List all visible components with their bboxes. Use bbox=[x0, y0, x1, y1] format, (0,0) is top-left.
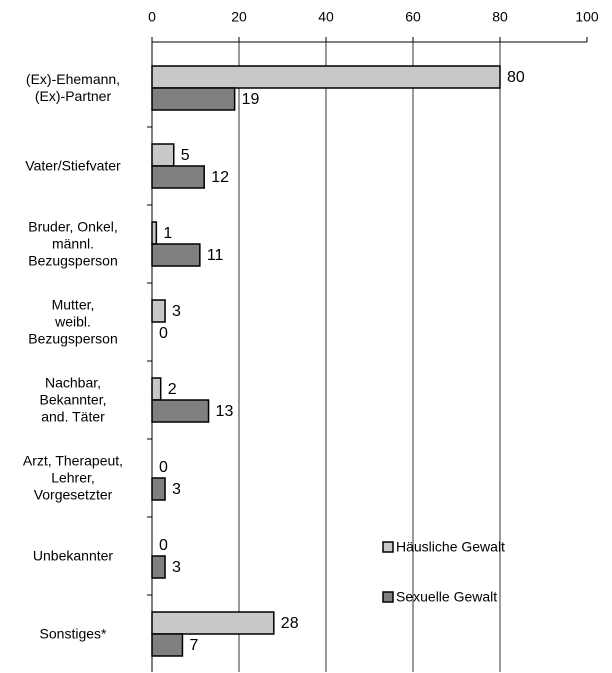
legend-label: Sexuelle Gewalt bbox=[396, 589, 497, 605]
value-label: 19 bbox=[242, 91, 260, 108]
value-label: 0 bbox=[159, 537, 168, 554]
category-label: Bruder, Onkel, männl. Bezugsperson bbox=[28, 218, 118, 269]
value-label: 0 bbox=[159, 459, 168, 476]
bar bbox=[151, 611, 275, 635]
category-label: Nachbar, Bekannter, and. Täter bbox=[39, 374, 107, 425]
bar bbox=[151, 299, 166, 323]
x-tick-label: 60 bbox=[405, 9, 421, 25]
value-label: 3 bbox=[172, 303, 181, 320]
value-label: 7 bbox=[189, 637, 198, 654]
legend-swatch bbox=[382, 591, 394, 603]
bar bbox=[151, 477, 166, 501]
x-tick-label: 100 bbox=[575, 9, 599, 25]
value-label: 2 bbox=[168, 381, 177, 398]
bar bbox=[151, 555, 166, 579]
category-label: Sonstiges* bbox=[39, 625, 107, 642]
x-tick-label: 80 bbox=[492, 9, 508, 25]
category-label: Vater/Stiefvater bbox=[25, 157, 121, 174]
bar bbox=[151, 165, 205, 189]
value-label: 5 bbox=[181, 147, 190, 164]
value-label: 11 bbox=[207, 247, 224, 264]
value-label: 12 bbox=[211, 169, 229, 186]
value-label: 1 bbox=[163, 225, 172, 242]
bar bbox=[151, 399, 210, 423]
legend-swatch bbox=[382, 541, 394, 553]
value-label: 3 bbox=[172, 481, 181, 498]
category-label: Unbekannter bbox=[32, 547, 114, 564]
x-tick-label: 40 bbox=[318, 9, 334, 25]
bar bbox=[151, 377, 162, 401]
x-tick-label: 20 bbox=[231, 9, 247, 25]
bar bbox=[151, 65, 501, 89]
bar bbox=[151, 243, 201, 267]
x-tick-label: 0 bbox=[148, 9, 156, 25]
bar bbox=[151, 87, 236, 111]
value-label: 13 bbox=[216, 403, 234, 420]
category-label: Mutter, weibl. Bezugsperson bbox=[28, 296, 118, 347]
category-label: Arzt, Therapeut, Lehrer, Vorgesetzter bbox=[22, 452, 124, 503]
value-label: 80 bbox=[507, 69, 525, 86]
bar bbox=[151, 633, 184, 657]
value-label: 28 bbox=[281, 615, 299, 632]
legend-label: Häusliche Gewalt bbox=[396, 539, 505, 555]
bar bbox=[151, 143, 175, 167]
value-label: 3 bbox=[172, 559, 181, 576]
value-label: 0 bbox=[159, 325, 168, 342]
category-label: (Ex)-Ehemann, (Ex)-Partner bbox=[25, 71, 121, 104]
bar bbox=[151, 221, 158, 245]
